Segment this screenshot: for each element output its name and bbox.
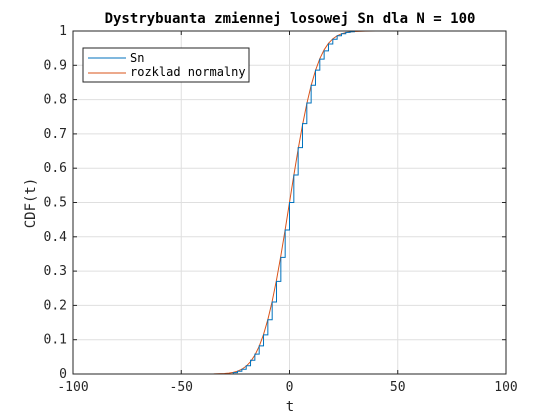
series-line-sn (181, 30, 506, 375)
ticks: -100 -50 0 50 100 0 0.1 0.2 0.3 0.4 0.5 0.6 0.7 0.8 0.… (44, 24, 518, 395)
y-tick-label: 1 (59, 24, 67, 39)
y-tick-label: 0.2 (44, 298, 67, 313)
y-tick-label: 0.3 (44, 264, 67, 279)
chart-title: Dystrybuanta zmiennej losowej Sn dla N =… (105, 11, 476, 27)
x-tick-label: 0 (286, 380, 294, 395)
y-tick-label: 0.9 (44, 58, 67, 73)
y-tick-label: 0.1 (44, 333, 67, 348)
x-tick-label: 100 (494, 380, 517, 395)
y-tick-label: 0 (59, 367, 67, 382)
legend-label-sn: Sn (130, 51, 144, 65)
y-tick-label: 0.5 (44, 196, 67, 211)
x-tick-label: -100 (57, 380, 88, 395)
y-tick-label: 0.6 (44, 161, 67, 176)
y-tick-label: 0.8 (44, 93, 67, 108)
x-tick-label: -50 (170, 380, 193, 395)
x-axis-label: t (286, 399, 294, 415)
x-tick-label: 50 (390, 380, 406, 395)
y-tick-label: 0.4 (44, 230, 68, 245)
y-axis-label: CDF(t) (23, 178, 39, 229)
legend: Sn rozklad normalny (82, 47, 250, 83)
y-tick-label: 0.7 (44, 127, 67, 142)
legend-box (82, 47, 250, 83)
legend-label-normal: rozklad normalny (130, 65, 246, 79)
series-layer (73, 30, 506, 375)
